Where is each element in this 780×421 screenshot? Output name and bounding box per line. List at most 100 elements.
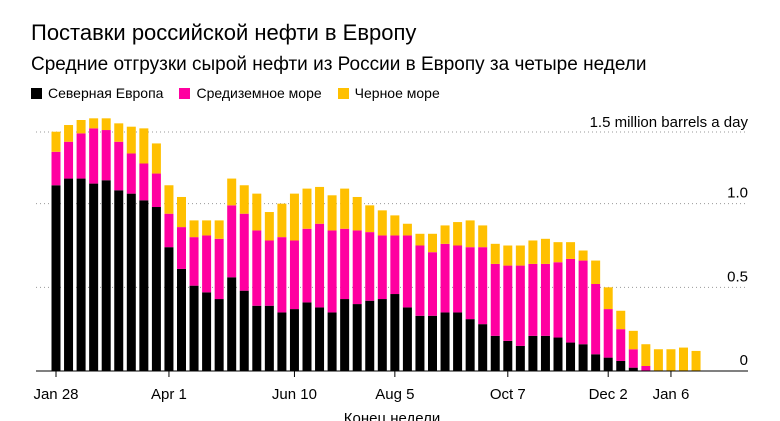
bar-north-europe bbox=[566, 342, 576, 371]
bar-black-sea bbox=[264, 212, 274, 241]
bar-mediterranean bbox=[64, 141, 74, 179]
bar-black-sea bbox=[302, 188, 312, 229]
bar-mediterranean bbox=[528, 263, 538, 336]
x-ticks: Jan 28 Apr 1 Jun 10 Aug 5 Oct 7 Dec 2 Jan 6 bbox=[33, 371, 689, 403]
bar-mediterranean bbox=[365, 232, 375, 301]
bar-mediterranean bbox=[264, 240, 274, 306]
chart-title: Поставки российской нефти в Европу bbox=[31, 20, 417, 45]
bar-black-sea bbox=[164, 185, 174, 214]
legend-swatch-north-europe bbox=[31, 87, 42, 99]
bar-north-europe bbox=[101, 180, 111, 371]
bar-black-sea bbox=[515, 245, 525, 266]
legend-item-mediterranean: Средиземное море bbox=[179, 84, 322, 102]
bar-black-sea bbox=[528, 240, 538, 264]
bar-mediterranean bbox=[566, 258, 576, 343]
bar-mediterranean bbox=[89, 128, 99, 184]
bar-black-sea bbox=[616, 310, 626, 330]
bar-north-europe bbox=[453, 312, 463, 371]
bar-north-europe bbox=[164, 247, 174, 371]
bar-mediterranean bbox=[340, 228, 350, 300]
bar-north-europe bbox=[478, 324, 488, 371]
bar-north-europe bbox=[114, 190, 124, 371]
bar-north-europe bbox=[327, 312, 337, 371]
bar-black-sea bbox=[214, 220, 224, 239]
y-tick-label: 0 bbox=[740, 352, 748, 369]
bar-mediterranean bbox=[51, 151, 61, 186]
bar-black-sea bbox=[352, 196, 362, 231]
bar-black-sea bbox=[327, 195, 337, 231]
bar-black-sea bbox=[465, 220, 475, 248]
bar-black-sea bbox=[377, 210, 387, 236]
bar-mediterranean bbox=[289, 240, 299, 310]
bar-mediterranean bbox=[616, 329, 626, 361]
bar-north-europe bbox=[628, 367, 638, 371]
bar-mediterranean bbox=[315, 223, 325, 308]
x-axis-label: Конец недели bbox=[344, 410, 441, 421]
bar-black-sea bbox=[566, 242, 576, 259]
bar-mediterranean bbox=[114, 141, 124, 191]
bar-mediterranean bbox=[440, 243, 450, 313]
legend: Северная Европа Средиземное море Черное … bbox=[31, 84, 456, 102]
bar-black-sea bbox=[177, 196, 186, 228]
legend-swatch-black-sea bbox=[337, 87, 349, 99]
x-tick-label: Dec 2 bbox=[589, 386, 628, 403]
bar-mediterranean bbox=[490, 263, 500, 336]
bar-north-europe bbox=[503, 340, 513, 371]
bar-black-sea bbox=[227, 178, 237, 206]
bar-north-europe bbox=[227, 277, 237, 371]
bar-north-europe bbox=[365, 300, 375, 371]
bar-mediterranean bbox=[139, 163, 149, 201]
bar-black-sea bbox=[101, 118, 111, 131]
bar-mediterranean bbox=[377, 235, 387, 300]
bar-black-sea bbox=[76, 120, 86, 134]
bar-mediterranean bbox=[202, 235, 212, 293]
bar-mediterranean bbox=[578, 260, 588, 345]
bar-north-europe bbox=[591, 354, 601, 371]
bar-north-europe bbox=[239, 290, 249, 371]
bar-mediterranean bbox=[76, 133, 86, 179]
chart-subtitle: Средние отгрузки сырой нефти из России в… bbox=[31, 54, 647, 75]
bar-mediterranean bbox=[515, 265, 525, 346]
bar-black-sea bbox=[139, 128, 149, 164]
bar-mediterranean bbox=[177, 227, 186, 269]
bar-north-europe bbox=[440, 312, 450, 371]
bar-black-sea bbox=[151, 143, 161, 174]
bar-mediterranean bbox=[453, 245, 463, 313]
bar-black-sea bbox=[440, 225, 450, 244]
bar-north-europe bbox=[89, 183, 99, 371]
bar-black-sea bbox=[64, 125, 74, 142]
x-tick-label: Jan 6 bbox=[653, 386, 690, 403]
bar-mediterranean bbox=[402, 235, 412, 308]
legend-label-north-europe: Северная Европа bbox=[48, 85, 164, 101]
bar-black-sea bbox=[603, 287, 613, 310]
bar-mediterranean bbox=[553, 262, 563, 338]
bar-black-sea bbox=[340, 188, 350, 229]
bars bbox=[51, 118, 701, 371]
bar-mediterranean bbox=[151, 173, 161, 208]
bar-north-europe bbox=[214, 299, 224, 371]
bar-mediterranean bbox=[302, 228, 312, 303]
legend-label-black-sea: Черное море bbox=[354, 85, 440, 101]
bar-mediterranean bbox=[591, 283, 601, 355]
bar-black-sea bbox=[390, 215, 400, 236]
bar-north-europe bbox=[603, 357, 613, 371]
bar-north-europe bbox=[377, 299, 387, 371]
y-tick-labels: 0 0.5 1.0 bbox=[727, 185, 748, 369]
bar-north-europe bbox=[126, 193, 136, 371]
x-tick-label: Jan 28 bbox=[33, 386, 78, 403]
bar-black-sea bbox=[553, 242, 563, 263]
bar-mediterranean bbox=[227, 205, 237, 278]
x-tick-label: Apr 1 bbox=[151, 386, 187, 403]
bar-black-sea bbox=[666, 349, 676, 371]
bar-north-europe bbox=[76, 178, 86, 371]
bar-black-sea bbox=[653, 349, 663, 371]
bar-mediterranean bbox=[503, 265, 513, 341]
bar-north-europe bbox=[189, 285, 199, 371]
bar-mediterranean bbox=[352, 230, 362, 305]
bar-mediterranean bbox=[164, 213, 174, 248]
y-tick-label: 0.5 bbox=[727, 268, 748, 285]
bar-mediterranean bbox=[603, 309, 613, 358]
bar-north-europe bbox=[402, 307, 412, 371]
bar-black-sea bbox=[591, 260, 601, 284]
bar-black-sea bbox=[202, 220, 212, 236]
